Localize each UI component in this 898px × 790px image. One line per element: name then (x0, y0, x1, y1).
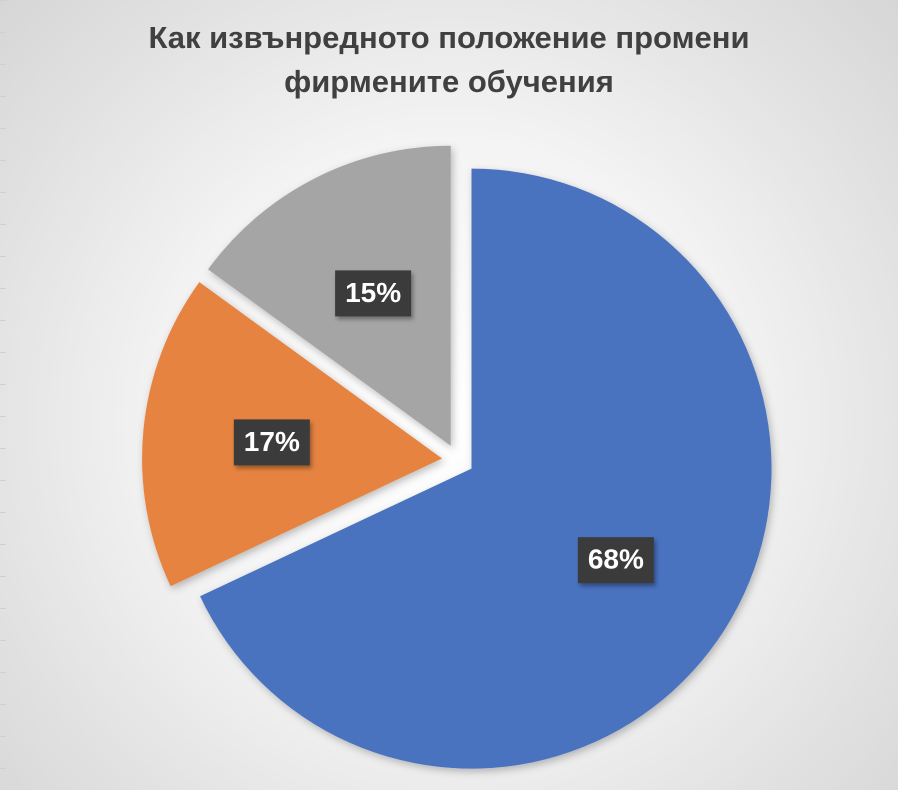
data-label-17-percent: 17% (233, 419, 310, 466)
data-label-text: 68% (588, 544, 644, 575)
chart-title-line-1: Как извънредното положение промени (148, 20, 750, 55)
data-label-box (577, 537, 654, 584)
pie-slice-68-percent (200, 168, 772, 769)
window-left-edge (0, 0, 6, 790)
data-label-text: 15% (345, 277, 401, 308)
chart-title-line-2: фирмените обучения (284, 64, 614, 99)
chart-title: Как извънредното положение промени фирме… (49, 16, 849, 104)
data-label-box (335, 270, 412, 317)
data-label-15-percent: 15% (335, 270, 412, 317)
pie-slice-15-percent (208, 145, 451, 446)
data-labels: 68% 17% 15% (233, 270, 654, 584)
data-label-box (233, 419, 310, 466)
data-label-text: 17% (244, 426, 300, 457)
data-label-68-percent: 68% (577, 537, 654, 584)
